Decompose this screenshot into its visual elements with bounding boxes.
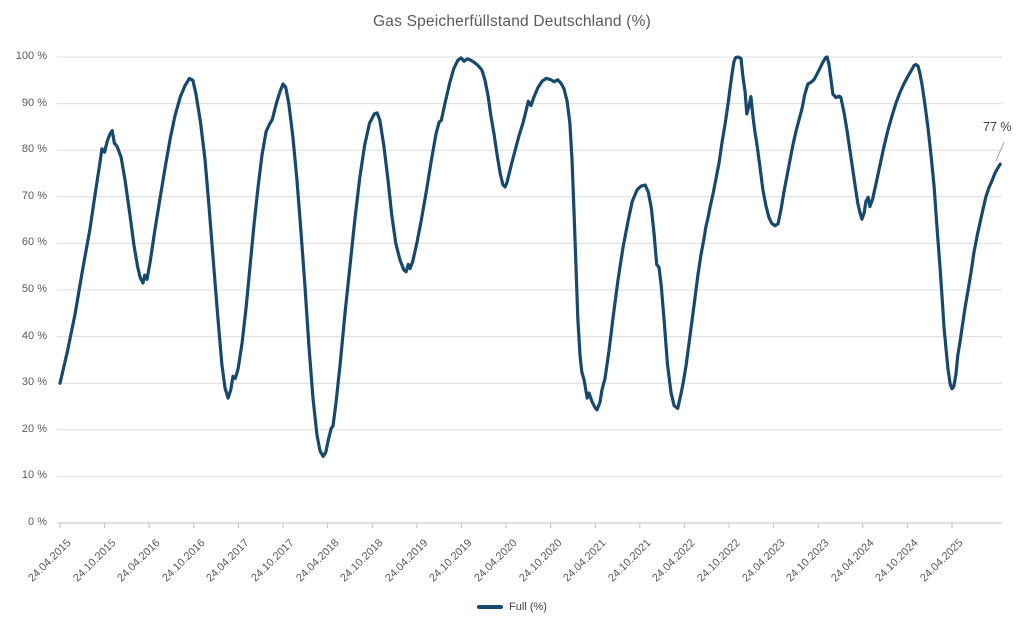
y-axis-label: 60 % xyxy=(21,236,47,249)
y-axis-label: 90 % xyxy=(21,96,47,109)
y-axis-label: 50 % xyxy=(21,283,47,295)
legend-label: Full (%) xyxy=(509,601,547,613)
y-axis-label: 0 % xyxy=(28,516,47,528)
legend-line-swatch xyxy=(477,605,504,609)
end-label-leader-line xyxy=(995,141,1005,162)
y-axis-label: 100 % xyxy=(15,50,47,62)
series-line-full xyxy=(58,55,1002,458)
y-axis-label: 10 % xyxy=(21,469,47,482)
y-axis-label: 20 % xyxy=(21,422,47,435)
legend: Full (%) xyxy=(0,601,1024,613)
y-axis-label: 30 % xyxy=(21,376,47,389)
y-axis-label: 80 % xyxy=(21,143,47,156)
y-axis-label: 40 % xyxy=(21,329,47,342)
y-axis-label: 70 % xyxy=(21,189,47,202)
end-value-label: 77 % xyxy=(983,120,1012,134)
chart-title: Gas Speicherfüllstand Deutschland (%) xyxy=(373,13,651,30)
